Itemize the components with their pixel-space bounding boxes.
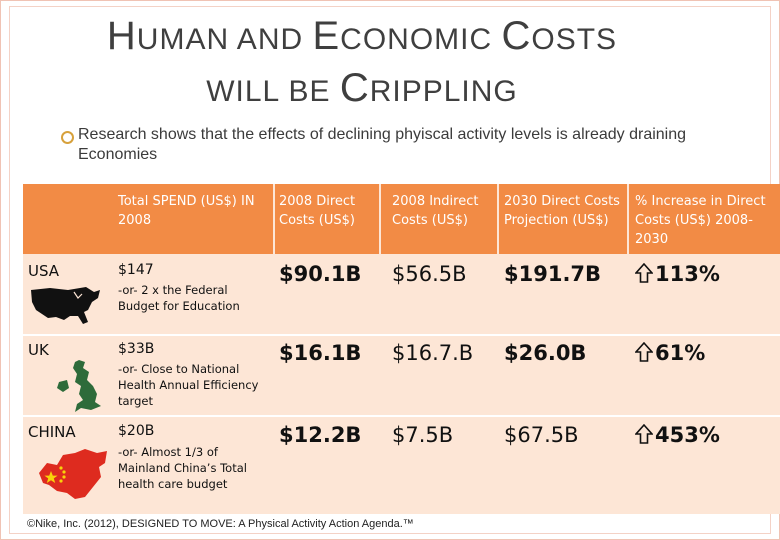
row-divider [23,415,780,417]
title-line-2: WILL BE CRIPPLING [206,66,518,110]
source-footer: ©Nike, Inc. (2012), DESIGNED TO MOVE: A … [27,518,414,530]
title-line-1: HUMAN AND ECONOMIC COSTS [106,14,618,58]
up-arrow-icon [634,423,654,444]
table-row: CHINA $20B -or- Almost 1/3 of Mainland C… [23,417,780,514]
table-header-row: Total SPEND (US$) IN 2008 2008 Direct Co… [23,184,780,254]
increase-value: 113% [634,262,720,286]
increase-value: 453% [634,423,720,447]
header-direct-2008: 2008 Direct Costs (US$) [279,194,356,228]
spend-note: -or- Close to National Health Annual Eff… [118,362,259,408]
country-name: UK [28,341,49,359]
china-flag-map-icon [39,449,107,499]
country-name: CHINA [28,423,76,441]
up-arrow-icon [634,341,654,362]
cost-table: Total SPEND (US$) IN 2008 2008 Direct Co… [23,184,780,514]
header-direct-2030: 2030 Direct Costs Projection (US$) [504,194,620,228]
up-arrow-icon [634,262,654,283]
spend-value: $20B [118,423,155,439]
spend-value: $147 [118,262,154,278]
header-indirect-2008: 2008 Indirect Costs (US$) [392,194,479,228]
spend-note: -or- 2 x the Federal Budget for Educatio… [118,283,240,313]
header-divider [497,184,499,254]
header-divider [627,184,629,254]
country-name: USA [28,262,60,280]
usa-map-icon [31,287,100,324]
increase-value: 61% [634,341,705,365]
header-divider [379,184,381,254]
header-total-spend: Total SPEND (US$) IN 2008 [118,194,255,228]
spend-value: $33B [118,341,155,357]
indirect-2008-value: $7.5B [392,423,454,447]
spend-note: -or- Almost 1/3 of Mainland China’s Tota… [118,445,247,491]
direct-2008-value: $12.2B [279,423,362,447]
table-row: USA $147 -or- 2 x the Federal Budget for… [23,254,780,334]
header-increase: % Increase in Direct Costs (US$) 2008-20… [635,194,766,247]
indirect-2008-value: $56.5B [392,262,467,286]
direct-2008-value: $90.1B [279,262,362,286]
direct-2008-value: $16.1B [279,341,362,365]
indirect-2008-value: $16.7.B [392,341,474,365]
direct-2030-value: $67.5B [504,423,579,447]
bullet-text: Research shows that the effects of decli… [78,126,687,163]
row-divider [23,334,780,336]
header-divider [273,184,275,254]
uk-map-icon [57,360,101,412]
circle-bullet-icon [61,131,74,144]
direct-2030-value: $191.7B [504,262,602,286]
direct-2030-value: $26.0B [504,341,587,365]
table-row: UK $33B -or- Close to National Health An… [23,336,780,415]
